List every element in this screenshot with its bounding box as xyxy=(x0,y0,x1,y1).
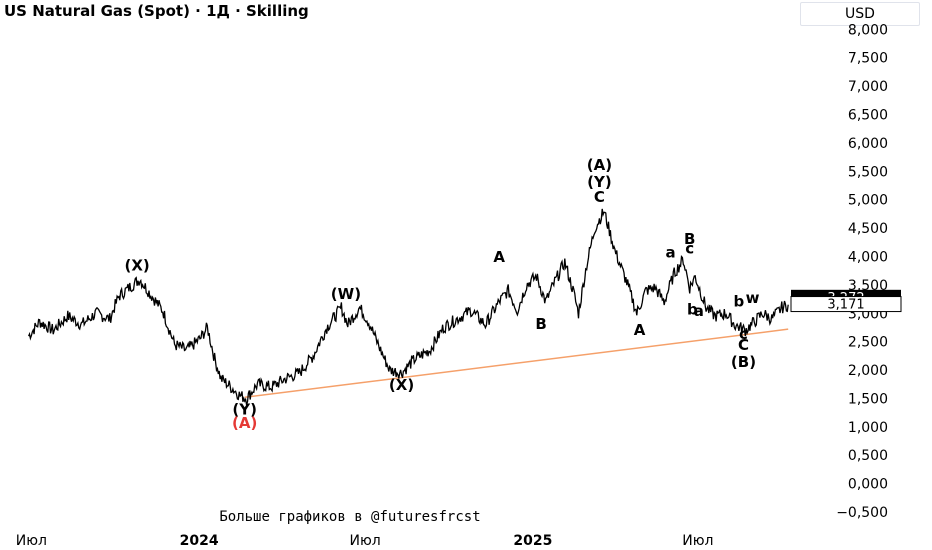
wave-label: (A) xyxy=(587,156,612,174)
y-tick-label: 5,000 xyxy=(848,193,888,209)
x-tick-label: Июл xyxy=(682,533,713,549)
wave-label: (X) xyxy=(389,376,414,394)
wave-label: C xyxy=(738,336,749,354)
wave-label: w xyxy=(746,289,760,307)
y-tick-label: 0,000 xyxy=(848,477,888,493)
last-price-box xyxy=(790,296,902,313)
wave-label: (W) xyxy=(331,285,361,303)
wave-label: (B) xyxy=(731,353,756,371)
y-tick-label: 2,500 xyxy=(848,335,888,351)
y-tick-label: 6,000 xyxy=(848,136,888,152)
x-axis: Июл 2024 Июл 2025 Июл xyxy=(16,533,714,549)
y-tick-label: 2,000 xyxy=(848,363,888,379)
wave-label: B xyxy=(684,230,695,248)
x-tick-label: 2025 xyxy=(513,533,552,549)
y-tick-label: 4,500 xyxy=(848,221,888,237)
last-price-label: 3,171 xyxy=(827,298,864,313)
y-tick-label: 5,500 xyxy=(848,164,888,180)
wave-label: (Y) xyxy=(587,173,612,191)
wave-label: A xyxy=(634,321,646,339)
wave-label: c xyxy=(739,325,748,343)
wave-label: (A) xyxy=(232,414,257,432)
wave-label: (X) xyxy=(124,257,149,275)
y-tick-label: 7,500 xyxy=(848,51,888,67)
price-boxes: 3,2723,171 xyxy=(790,289,902,313)
y-tick-label: −0,500 xyxy=(836,505,888,521)
wave-label: A xyxy=(493,248,505,266)
wave-label: b xyxy=(687,300,698,318)
wave-label: C xyxy=(594,188,605,206)
wave-label: (Y) xyxy=(232,400,257,418)
x-tick-label: 2024 xyxy=(180,533,219,549)
x-tick-label: Июл xyxy=(16,533,47,549)
wave-label: a xyxy=(665,244,675,262)
chart-title: US Natural Gas (Spot) · 1Д · Skilling xyxy=(4,2,309,20)
y-tick-label: 0,500 xyxy=(848,448,888,464)
y-tick-label: 4,000 xyxy=(848,249,888,265)
wave-label: b xyxy=(734,292,745,310)
support-trendline[interactable] xyxy=(244,328,789,399)
price-series-line xyxy=(28,208,789,407)
watermark-text: Больше графиков в @futuresfrcst xyxy=(219,509,481,525)
wave-label: c xyxy=(685,240,694,258)
y-tick-label: 6,500 xyxy=(848,108,888,124)
x-tick-label: Июл xyxy=(349,533,380,549)
y-tick-label: 8,000 xyxy=(848,22,888,38)
y-tick-label: 7,000 xyxy=(848,79,888,95)
y-axis: 8,000 7,500 7,000 6,500 6,000 5,500 5,000 4,500… xyxy=(836,22,888,521)
price-line-layer xyxy=(28,208,789,407)
trendline-layer xyxy=(244,328,789,399)
wave-label: a xyxy=(694,302,704,320)
wave-label: B xyxy=(535,315,546,333)
y-tick-label: 1,000 xyxy=(848,420,888,436)
currency-selector[interactable]: USD xyxy=(800,2,920,26)
y-tick-label: 1,500 xyxy=(848,391,888,407)
